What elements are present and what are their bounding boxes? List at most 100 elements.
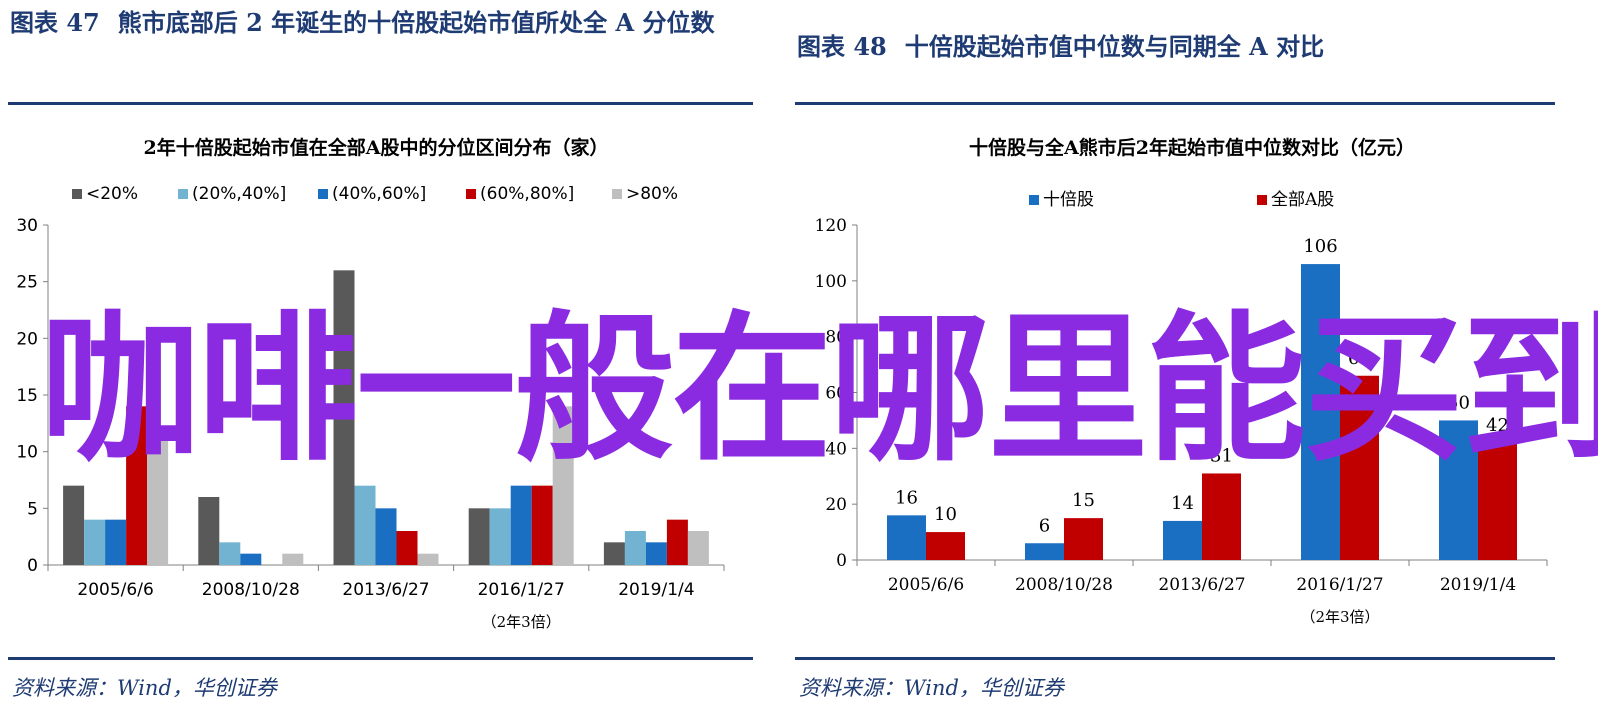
bar-0-3: [468, 508, 490, 565]
bar-0-2: [1163, 520, 1202, 560]
figure-47-source: 资料来源：Wind，华创证券: [12, 676, 277, 700]
y-tick-label-6: 120: [815, 216, 847, 236]
bar-3-3: [531, 485, 553, 565]
bar-3-0: [126, 406, 148, 565]
legend-swatch-1: [178, 189, 188, 199]
y-tick-label-4: 80: [825, 328, 847, 348]
figure-48-top-rule: [795, 102, 1555, 105]
x-tick-label-0: 2005/6/6: [77, 580, 153, 600]
bar-1-0: [84, 519, 106, 565]
bar-2-0: [105, 519, 127, 565]
bar-0-2: [333, 270, 355, 565]
y-tick-label-3: 15: [16, 386, 38, 406]
bar-4-3: [552, 406, 574, 565]
legend-swatch-2: [318, 189, 328, 199]
legend-swatch-1: [1257, 195, 1267, 205]
figure-47-top-rule: [8, 102, 753, 105]
bar-2-1: [240, 553, 262, 565]
figure-48-panel: 图表 48 十倍股起始市值中位数与同期全 A 对比 十倍股与全A熊市后2年起始市值…: [795, 0, 1585, 726]
bar-1-4: [624, 531, 646, 565]
bar-3-4: [666, 519, 688, 565]
bar-0-3: [1301, 264, 1340, 560]
figure-47-heading: 图表 47 熊市底部后 2 年诞生的十倍股起始市值所处全 A 分位数: [10, 6, 750, 40]
bar-3-2: [396, 531, 418, 565]
bar-1-2: [354, 485, 376, 565]
bar-2-3: [510, 485, 532, 565]
bar-1-1: [219, 542, 241, 565]
figure-47-bottom-rule: [8, 657, 753, 660]
data-label-0-3: 106: [1303, 236, 1337, 257]
y-tick-label-3: 60: [825, 384, 847, 404]
legend-label-1: (20%,40%]: [192, 184, 286, 204]
x-tick-label-1: 2008/10/28: [202, 580, 300, 600]
x-tick-label-4: 2019/1/4: [618, 580, 694, 600]
bar-2-4: [645, 542, 667, 565]
figure-48-heading: 图表 48 十倍股起始市值中位数与同期全 A 对比: [797, 30, 1324, 64]
figure-47-title: 熊市底部后 2 年诞生的十倍股起始市值所处全 A 分位数: [117, 8, 715, 37]
y-tick-label-1: 5: [27, 499, 38, 519]
bar-0-0: [63, 485, 85, 565]
legend-label-1: 全部A股: [1271, 190, 1334, 210]
bar-1-3: [1340, 375, 1379, 560]
figure-48-title: 十倍股起始市值中位数与同期全 A 对比: [904, 32, 1325, 61]
figure-48-bottom-rule: [795, 657, 1555, 660]
y-tick-label-5: 100: [815, 272, 847, 292]
chart-title: 2年十倍股起始市值在全部A股中的分位区间分布（家）: [144, 136, 609, 159]
legend-label-0: 十倍股: [1043, 190, 1094, 210]
x-tick-label-3: 2016/1/27: [1296, 575, 1383, 595]
bar-1-3: [489, 508, 511, 565]
figure-47-label: 图表 47: [10, 8, 100, 37]
data-label-1-1: 15: [1072, 490, 1095, 511]
data-label-0-1: 6: [1039, 515, 1050, 536]
legend-label-4: >80%: [626, 184, 678, 204]
bar-1-4: [1478, 442, 1517, 560]
data-label-1-0: 10: [934, 504, 957, 525]
data-label-0-0: 16: [895, 487, 918, 508]
x-tick-label-4: 2019/1/4: [1440, 575, 1516, 595]
bar-2-2: [375, 508, 397, 565]
figure-47-panel: 图表 47 熊市底部后 2 年诞生的十倍股起始市值所处全 A 分位数 2年十倍股起…: [0, 0, 770, 726]
y-tick-label-1: 20: [825, 495, 847, 515]
x-category-note: （2年3倍）: [1300, 608, 1379, 626]
data-label-1-3: 66: [1348, 348, 1371, 369]
y-tick-label-5: 25: [16, 273, 38, 293]
figure-48-source: 资料来源：Wind，华创证券: [799, 676, 1064, 700]
bar-4-4: [687, 531, 709, 565]
legend-swatch-0: [72, 189, 82, 199]
x-category-note: （2年3倍）: [482, 613, 561, 631]
bar-1-2: [1202, 473, 1241, 560]
data-label-1-4: 42: [1486, 415, 1509, 436]
data-label-1-2: 31: [1210, 445, 1233, 466]
x-tick-label-0: 2005/6/6: [888, 575, 964, 595]
bar-4-2: [417, 553, 439, 565]
bar-0-4: [1439, 420, 1478, 560]
bar-1-1: [1064, 518, 1103, 560]
legend-swatch-0: [1029, 195, 1039, 205]
x-tick-label-2: 2013/6/27: [1158, 575, 1245, 595]
data-label-0-2: 14: [1171, 493, 1194, 514]
data-label-0-4: 50: [1447, 392, 1470, 413]
bar-0-0: [887, 515, 926, 560]
y-tick-label-0: 0: [836, 551, 847, 571]
y-tick-label-2: 40: [825, 439, 847, 459]
y-tick-label-6: 30: [16, 216, 38, 236]
bar-4-1: [282, 553, 304, 565]
legend-label-2: (40%,60%]: [332, 184, 426, 204]
x-tick-label-2: 2013/6/27: [342, 580, 429, 600]
bar-0-1: [1025, 543, 1064, 560]
bar-0-1: [198, 497, 220, 565]
y-tick-label-4: 20: [16, 329, 38, 349]
bar-4-0: [147, 440, 169, 565]
legend-label-3: (60%,80%]: [480, 184, 574, 204]
chart-left: 2年十倍股起始市值在全部A股中的分位区间分布（家） <20% (20%,40%] (4…: [16, 136, 725, 631]
y-tick-label-2: 10: [16, 443, 38, 463]
legend-swatch-4: [612, 189, 622, 199]
figure-48-label: 图表 48: [797, 32, 887, 61]
bar-1-0: [926, 532, 965, 560]
chart-right: 十倍股与全A熊市后2年起始市值中位数对比（亿元） 十倍股 全部A股 0 20 40 60 80…: [815, 136, 1548, 626]
y-tick-label-0: 0: [27, 556, 38, 576]
x-tick-label-3: 2016/1/27: [478, 580, 565, 600]
x-tick-label-1: 2008/10/28: [1015, 575, 1113, 595]
legend-label-0: <20%: [86, 184, 138, 204]
bar-0-4: [603, 542, 625, 565]
